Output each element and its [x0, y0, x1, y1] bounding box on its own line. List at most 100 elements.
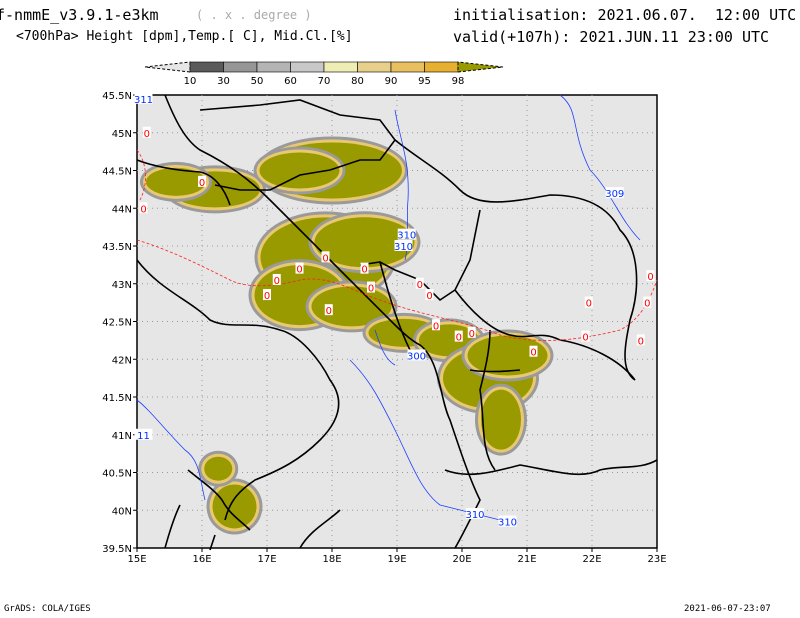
label-bg	[646, 270, 655, 282]
temperature-label: 0	[264, 291, 270, 302]
cloud-cover	[140, 136, 554, 535]
lat-label: 39.5N	[102, 544, 132, 555]
legend-label: 60	[284, 76, 297, 87]
temperature-label: 0	[274, 276, 280, 287]
lat-label: 42.5N	[102, 318, 132, 329]
cloud-core	[259, 152, 340, 189]
legend-swatch	[357, 61, 392, 73]
temperature-label: 0	[582, 333, 588, 344]
label-bg	[584, 296, 593, 308]
legend-label: 98	[452, 76, 465, 87]
label-bg	[407, 349, 426, 361]
label-bg	[454, 330, 463, 342]
legend-label: 30	[217, 76, 230, 87]
height-label: 300	[407, 351, 426, 362]
initialisation-time: initialisation: 2021.06.07. 12:00 UTC	[453, 6, 797, 24]
lat-label: 43.5N	[102, 242, 132, 253]
coastlines-borders	[136, 94, 658, 551]
temperature-label: 0	[322, 253, 328, 264]
label-bg	[134, 92, 153, 104]
lat-label: 42N	[112, 355, 132, 366]
height-label: 310	[397, 231, 416, 242]
cloud-core	[212, 484, 257, 529]
label-bg	[321, 251, 330, 263]
lon-label: 21E	[517, 554, 536, 565]
label-bg	[643, 296, 652, 308]
label-bg	[367, 281, 375, 293]
label-bg	[467, 326, 476, 338]
height-label: 310	[465, 510, 484, 521]
model-title: f-nmmE_v3.9.1-e3km	[0, 6, 159, 24]
temperature-label: 0	[361, 265, 367, 276]
temperature-label: 0	[638, 336, 644, 347]
lat-label: 43N	[112, 280, 132, 291]
label-bg	[529, 345, 538, 357]
lon-label: 17E	[257, 554, 276, 565]
legend-arrow-high	[457, 61, 504, 73]
temperature-label: 0	[326, 306, 332, 317]
legend-label: 80	[351, 76, 364, 87]
temperature-label: 0	[140, 204, 146, 215]
height-label: 310	[394, 242, 413, 253]
temperature-label: 0	[144, 129, 150, 140]
lon-label: 20E	[452, 554, 471, 565]
label-bg	[605, 187, 624, 199]
cloud-core	[314, 217, 415, 268]
label-bg	[324, 304, 333, 316]
lon-label: 23E	[647, 554, 666, 565]
temperature-label: 0	[647, 272, 653, 283]
footer-credit: GrADS: COLA/IGES	[4, 604, 91, 614]
lat-label: 45N	[112, 129, 132, 140]
legend-swatch	[323, 61, 358, 73]
lon-label: 19E	[387, 554, 406, 565]
lat-label: 41N	[112, 431, 132, 442]
label-bg	[134, 428, 153, 440]
lat-label: 40.5N	[102, 469, 132, 480]
lat-label: 44.5N	[102, 167, 132, 178]
cloud-core	[467, 335, 548, 376]
label-bg	[394, 240, 413, 251]
temperature-isotherm	[136, 149, 658, 341]
height-label: 311	[134, 95, 153, 106]
projection-label: ( . x . degree )	[196, 8, 312, 22]
lon-label: 18E	[322, 554, 341, 565]
label-bg	[425, 289, 434, 301]
label-bg	[139, 202, 148, 214]
legend-swatch	[424, 61, 459, 73]
lon-label: 22E	[582, 554, 601, 565]
cloud-core	[481, 389, 521, 450]
label-bg	[397, 228, 416, 240]
label-bg	[466, 508, 484, 520]
label-bg	[432, 319, 440, 331]
footer-timestamp: 2021-06-07-23:07	[684, 604, 771, 614]
temperature-label: 0	[433, 321, 439, 332]
cloud-core	[204, 456, 233, 481]
label-bg	[360, 262, 369, 274]
legend-swatch	[390, 61, 425, 73]
temperature-label: 0	[368, 284, 374, 295]
legend-swatch	[290, 61, 325, 73]
temperature-label: 0	[530, 348, 536, 359]
label-bg	[498, 515, 517, 527]
label-bg	[263, 289, 271, 301]
label-bg	[198, 175, 206, 187]
legend-swatch	[256, 61, 291, 73]
legend-swatch	[189, 61, 224, 73]
legend-swatch	[223, 61, 258, 73]
lat-label: 40N	[112, 506, 132, 517]
temperature-label: 0	[199, 178, 205, 189]
legend-arrow-low	[144, 61, 191, 73]
temperature-label: 0	[456, 333, 462, 344]
temperature-label: 0	[296, 265, 302, 276]
label-bg	[142, 126, 151, 138]
lon-label: 15E	[127, 554, 146, 565]
label-bg	[636, 334, 645, 346]
legend-label: 95	[418, 76, 431, 87]
label-bg	[272, 273, 281, 285]
legend-label: 50	[251, 76, 264, 87]
temperature-label: 0	[426, 291, 432, 302]
height-label: 310	[498, 518, 517, 529]
